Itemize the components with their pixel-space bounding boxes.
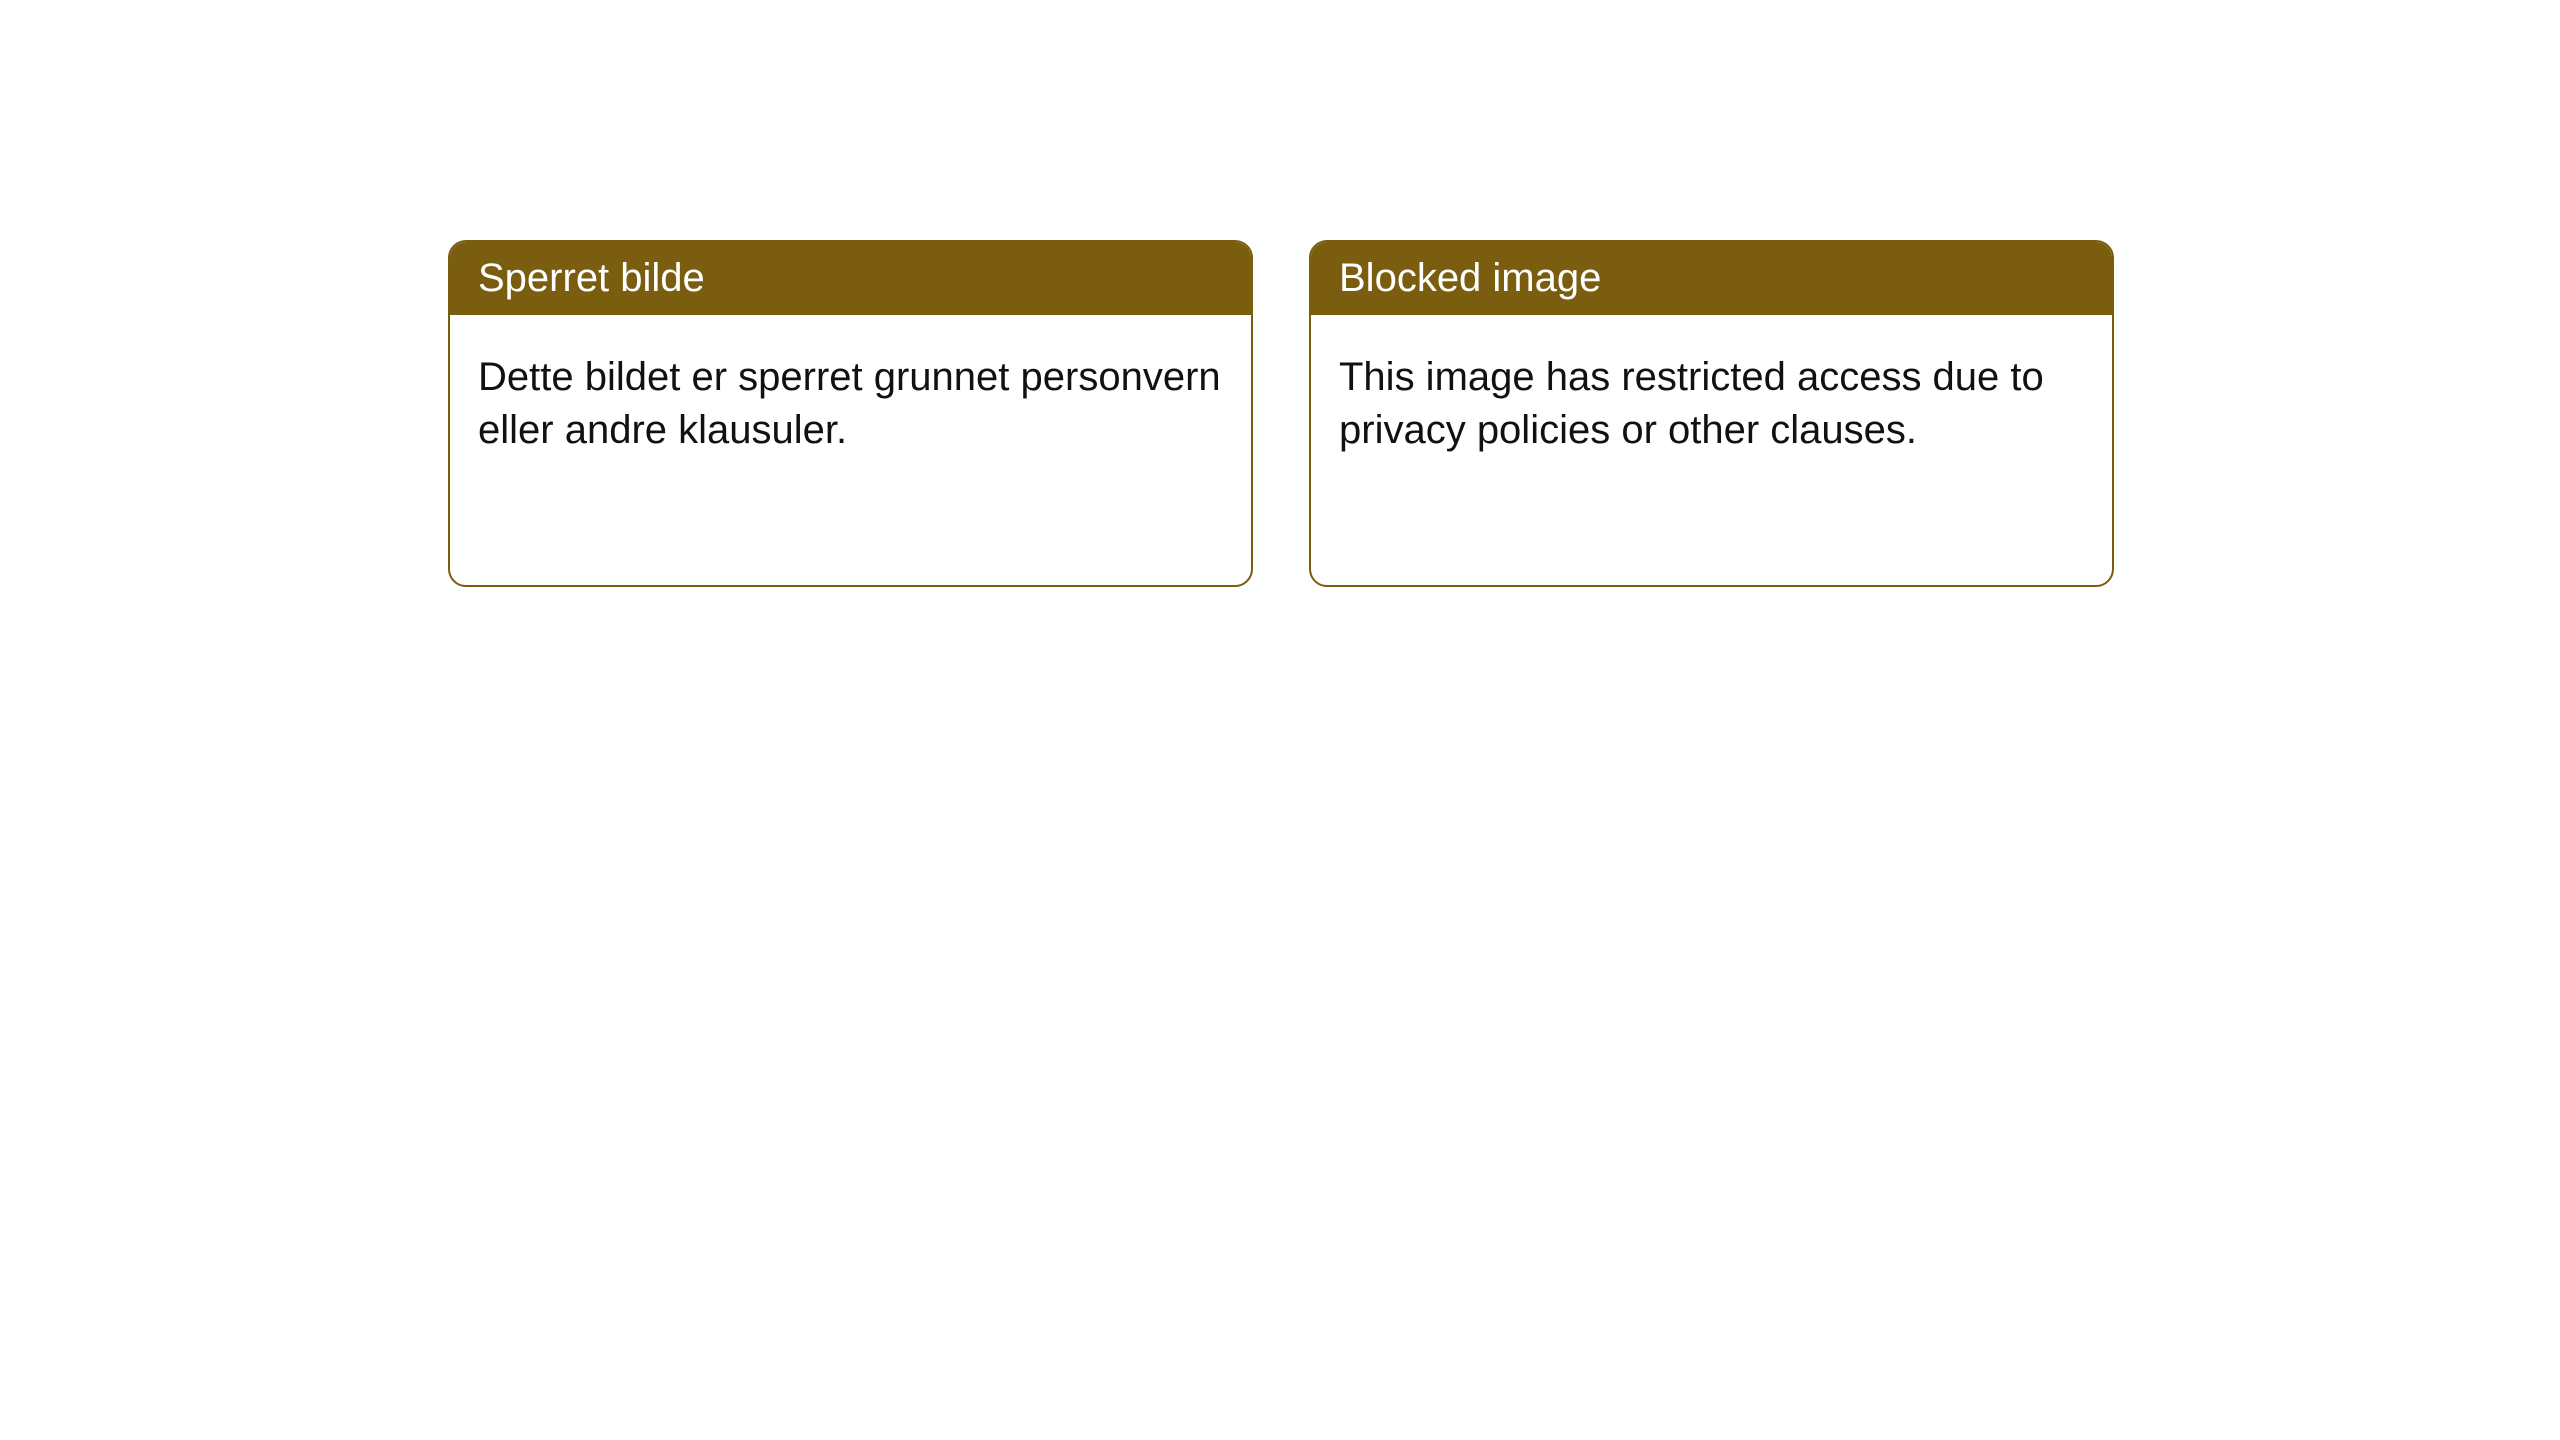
blocked-image-card-en: Blocked image This image has restricted … bbox=[1309, 240, 2114, 587]
card-body-text: This image has restricted access due to … bbox=[1311, 315, 2112, 585]
blocked-image-card-no: Sperret bilde Dette bildet er sperret gr… bbox=[448, 240, 1253, 587]
notice-cards-container: Sperret bilde Dette bildet er sperret gr… bbox=[0, 0, 2560, 587]
card-header: Blocked image bbox=[1311, 242, 2112, 315]
card-header: Sperret bilde bbox=[450, 242, 1251, 315]
card-body-text: Dette bildet er sperret grunnet personve… bbox=[450, 315, 1251, 585]
